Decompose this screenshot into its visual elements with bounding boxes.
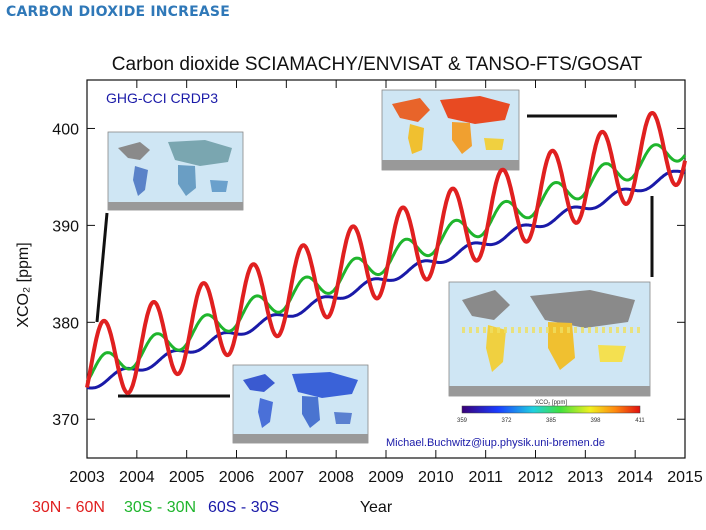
x-tick-label: 2013 <box>568 469 604 486</box>
credit-text: Michael.Buchwitz@iup.physik.uni-bremen.d… <box>386 437 605 449</box>
x-tick-label: 2003 <box>69 469 105 486</box>
map-inset-2003 <box>107 131 244 211</box>
x-tick-label: 2004 <box>119 469 155 486</box>
x-tick-label: 2007 <box>269 469 305 486</box>
x-axis-label: Year <box>360 499 393 516</box>
colorbar-tick-label: 372 <box>501 418 512 424</box>
colorbar-tick-label: 398 <box>590 418 601 424</box>
legend: 30N - 60N 30S - 30N 60S - 30S <box>32 499 279 516</box>
leader-line <box>95 212 109 323</box>
y-tick-label: 380 <box>52 315 79 332</box>
legend-item: 30S - 30N <box>124 499 196 516</box>
legend-item: 30N - 60N <box>32 499 105 516</box>
x-tick-label: 2015 <box>667 469 703 486</box>
y-tick-label: 390 <box>52 218 79 235</box>
colorbar-tick-label: 359 <box>457 418 468 424</box>
x-tick-label: 2010 <box>418 469 454 486</box>
map-inset-2014 <box>381 89 520 171</box>
colorbar-ticks: 359 372 385 398 411 <box>457 418 645 424</box>
series-layer <box>85 111 687 395</box>
x-axis: 2003 2004 2005 2006 2007 2008 2009 2010 2011 2012… <box>69 80 703 486</box>
page-header: CARBON DIOXIDE INCREASE <box>6 4 230 20</box>
map-inset-2006 <box>232 364 369 444</box>
y-axis: 370 380 390 400 <box>52 121 685 429</box>
x-tick-label: 2009 <box>368 469 404 486</box>
x-tick-label: 2005 <box>169 469 205 486</box>
chart-title: Carbon dioxide SCIAMACHY/ENVISAT & TANSO… <box>112 54 643 75</box>
y-axis-label: XCO₂ [ppm] <box>15 242 32 327</box>
colorbar <box>461 405 641 414</box>
map-inset-gosat <box>448 281 651 397</box>
series-line-0 <box>85 111 687 395</box>
x-tick-label: 2006 <box>219 469 255 486</box>
y-tick-label: 370 <box>52 412 79 429</box>
legend-item: 60S - 30S <box>208 499 279 516</box>
chart-subtitle: GHG-CCI CRDP3 <box>106 90 218 106</box>
colorbar-label: XCO₂ [ppm] <box>535 400 567 406</box>
x-tick-label: 2012 <box>518 469 554 486</box>
x-tick-label: 2011 <box>468 469 503 486</box>
colorbar-tick-label: 385 <box>546 418 557 424</box>
x-tick-label: 2008 <box>318 469 354 486</box>
y-tick-label: 400 <box>52 121 79 138</box>
colorbar-tick-label: 411 <box>635 418 645 424</box>
x-tick-label: 2014 <box>617 469 653 486</box>
